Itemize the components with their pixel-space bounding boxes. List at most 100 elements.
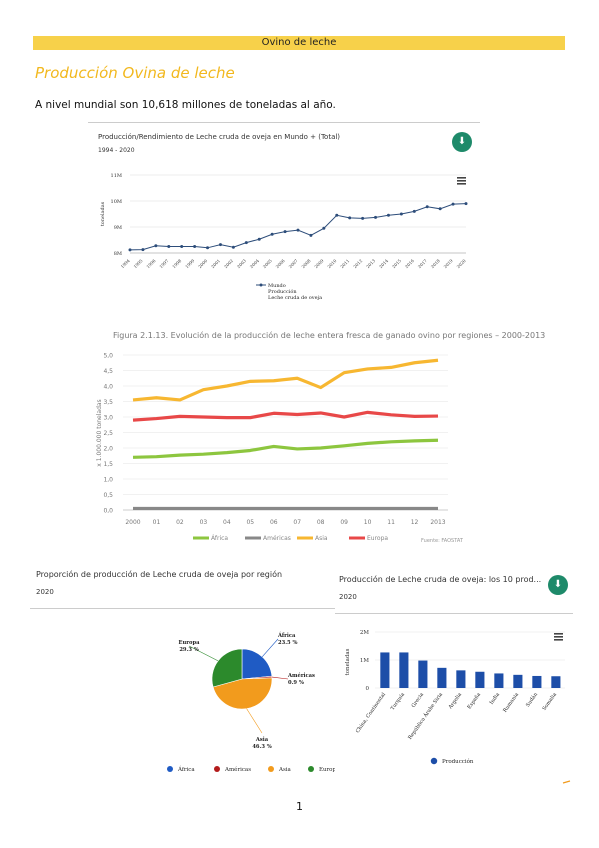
pie-connector bbox=[188, 645, 219, 662]
legend-label: Asia bbox=[278, 767, 292, 773]
legend-marker bbox=[214, 766, 220, 772]
x-tick-label: 05 bbox=[246, 519, 254, 526]
series-line-áfrica bbox=[132, 438, 439, 459]
legend-marker bbox=[167, 766, 173, 772]
bar bbox=[494, 673, 504, 688]
y-tick-label: 0,5 bbox=[103, 492, 113, 499]
data-point bbox=[348, 216, 352, 220]
x-tick-label: 10 bbox=[364, 519, 372, 526]
pie-label-name: Europa bbox=[179, 640, 201, 646]
legend-label: Leche cruda de oveja bbox=[268, 295, 322, 301]
y-tick-label: 9M bbox=[114, 225, 122, 231]
data-point bbox=[218, 243, 222, 247]
x-tick-label: 2003 bbox=[236, 258, 247, 269]
data-point bbox=[270, 232, 274, 236]
pie-connector bbox=[261, 638, 279, 658]
download-icon-2[interactable]: ⬇ bbox=[548, 575, 568, 595]
chart1-menu-icon[interactable] bbox=[457, 177, 466, 185]
world-production-chart: Producción/Rendimiento de Leche cruda de… bbox=[88, 122, 480, 312]
x-tick-label: Somalia bbox=[542, 692, 559, 712]
data-point bbox=[335, 213, 339, 217]
y-tick-label: 2,0 bbox=[103, 446, 113, 453]
legend-label: Américas bbox=[224, 766, 251, 773]
page-heading: Producción Ovina de leche bbox=[35, 64, 235, 82]
x-tick-label: 1994 bbox=[120, 258, 131, 269]
data-point bbox=[451, 202, 455, 206]
pie-connector bbox=[271, 676, 289, 680]
y-tick-label: 3,5 bbox=[103, 399, 113, 406]
legend-marker bbox=[308, 766, 314, 772]
y-tick-label: 3,0 bbox=[103, 415, 113, 422]
bar bbox=[513, 674, 523, 688]
y-tick-label: 11M bbox=[111, 173, 122, 179]
pie-label-pct: 29.3 % bbox=[179, 647, 198, 653]
chart3-subtitle: 2020 bbox=[36, 588, 54, 596]
x-tick-label: 2017 bbox=[417, 258, 428, 269]
legend-label: Producción bbox=[442, 758, 474, 765]
x-tick-label: Sudán bbox=[524, 691, 539, 709]
data-point bbox=[257, 237, 261, 241]
x-tick-label: 2014 bbox=[378, 258, 389, 269]
pie-connector bbox=[246, 708, 263, 734]
region-pie-chart: Proporción de producción de Leche cruda … bbox=[30, 560, 335, 785]
data-point bbox=[128, 248, 132, 252]
legend-label: Mundo bbox=[268, 283, 286, 289]
chart2-caption: Figura 2.1.13. Evolución de la producció… bbox=[113, 331, 546, 340]
x-tick-label: 2013 bbox=[365, 258, 376, 269]
pie-slice-áfrica bbox=[241, 648, 273, 680]
x-tick-label: 2000 bbox=[197, 258, 208, 269]
x-tick-label: Turquía bbox=[389, 691, 406, 711]
data-point bbox=[283, 230, 287, 234]
legend-label: Asia bbox=[315, 535, 328, 542]
data-point bbox=[322, 226, 326, 230]
bar bbox=[532, 675, 542, 688]
data-point bbox=[167, 245, 171, 248]
chart2-svg: 5,0 4,5 4,0 3,5 3,0 2,5 2,0 1,5 1,0 0,5 0,0 x 1.000… bbox=[96, 353, 464, 545]
chart1-svg: 11M 10M 9M 8M toneladas 1994 1995 1996 1997 1998 1… bbox=[100, 173, 468, 301]
x-tick-label: 11 bbox=[387, 519, 395, 526]
x-tick-label: 08 bbox=[317, 519, 325, 526]
data-point bbox=[425, 205, 429, 209]
x-tick-label: 2019 bbox=[443, 258, 454, 269]
data-point bbox=[374, 215, 378, 219]
chart4-subtitle: 2020 bbox=[339, 593, 357, 601]
x-tick-label: 1998 bbox=[171, 258, 182, 269]
pie-label-name: África bbox=[277, 632, 296, 639]
x-tick-label: 2013 bbox=[430, 519, 445, 526]
x-tick-label: 2016 bbox=[404, 258, 415, 269]
source-note: Fuente: FAOSTAT bbox=[421, 538, 464, 544]
regional-evolution-chart: Figura 2.1.13. Evolución de la producció… bbox=[93, 325, 545, 550]
y-tick-label: 4,0 bbox=[103, 384, 113, 391]
bar bbox=[380, 652, 390, 688]
chart4-menu-icon[interactable] bbox=[554, 633, 563, 641]
x-tick-label: 2009 bbox=[313, 258, 324, 269]
bar bbox=[418, 660, 428, 688]
x-tick-label: China, Continental bbox=[355, 691, 387, 734]
page-number: 1 bbox=[296, 800, 303, 813]
bar bbox=[456, 670, 466, 688]
data-point bbox=[231, 245, 235, 249]
divider bbox=[30, 608, 335, 609]
y-tick-label: 1,5 bbox=[103, 461, 113, 468]
top-producers-chart: Producción de Leche cruda de oveja: los … bbox=[335, 565, 573, 785]
x-tick-label: 01 bbox=[153, 519, 161, 526]
x-tick-label: 2012 bbox=[352, 258, 363, 269]
series-line-asia bbox=[132, 358, 439, 402]
chart4-svg: 2M 1M 0 toneladas China, Continental Turquía G… bbox=[345, 630, 571, 784]
data-point bbox=[464, 202, 468, 206]
data-point bbox=[296, 228, 300, 232]
x-tick-label: 2018 bbox=[430, 258, 441, 269]
x-tick-label: 1997 bbox=[158, 258, 169, 269]
bar bbox=[551, 676, 561, 688]
chart3-title: Proporción de producción de Leche cruda … bbox=[36, 570, 283, 579]
x-tick-label: 2011 bbox=[339, 258, 350, 269]
data-point bbox=[180, 245, 184, 248]
legend-label: África bbox=[211, 535, 228, 542]
download-icon[interactable]: ⬇ bbox=[452, 132, 472, 152]
x-tick-label: 1999 bbox=[184, 258, 195, 269]
section-title-bar: Ovino de leche bbox=[33, 36, 565, 50]
y-tick-label: 10M bbox=[111, 199, 122, 205]
x-tick-label: Argelia bbox=[447, 692, 463, 711]
x-tick-label: 07 bbox=[293, 519, 301, 526]
